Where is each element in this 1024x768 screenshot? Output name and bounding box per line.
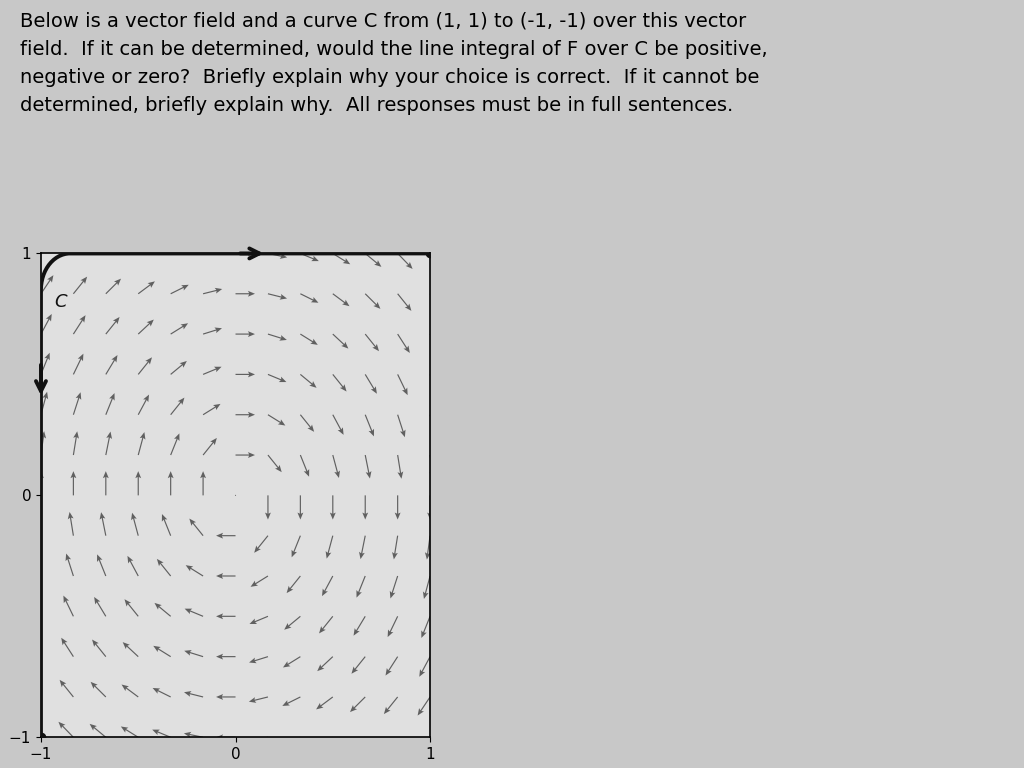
Text: Below is a vector field and a curve C from (1, 1) to (-1, -1) over this vector
f: Below is a vector field and a curve C fr…	[20, 12, 768, 115]
Text: C: C	[54, 293, 68, 311]
